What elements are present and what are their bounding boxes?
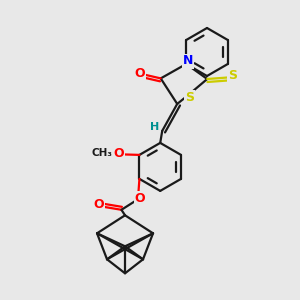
Text: S: S xyxy=(228,69,237,82)
Text: N: N xyxy=(183,55,194,68)
Text: O: O xyxy=(114,147,124,160)
Text: O: O xyxy=(93,198,104,211)
Text: O: O xyxy=(135,67,146,80)
Text: CH₃: CH₃ xyxy=(91,148,112,158)
Text: O: O xyxy=(135,192,145,205)
Text: H: H xyxy=(150,122,159,132)
Text: S: S xyxy=(185,91,194,104)
